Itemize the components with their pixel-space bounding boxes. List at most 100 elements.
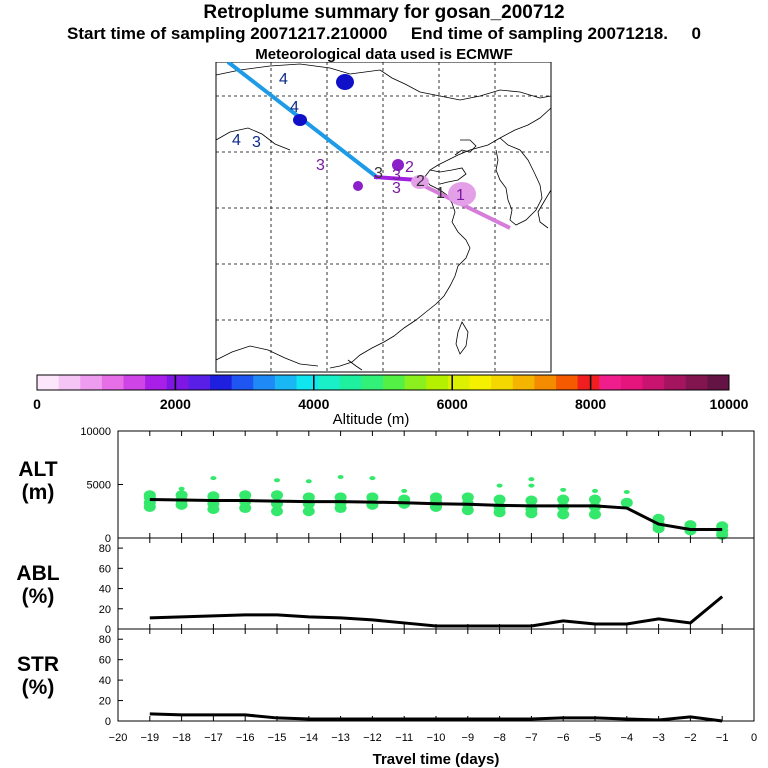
met-line-backing [180,46,588,62]
border-west [215,127,291,151]
altitude-dot [207,491,220,502]
altitude-dot [589,509,601,520]
altitude-dot [178,486,185,491]
y-tick-label: 0 [105,624,111,636]
y-tick-label: 40 [99,584,111,596]
x-tick-label: −9 [462,732,475,744]
altitude-dot [493,494,506,505]
series-line-abl [149,595,724,628]
x-tick-label: −5 [589,732,602,744]
colorbar-swatch [231,375,254,390]
x-tick-label: −1 [716,732,729,744]
colorbar-label: Altitude (m) [333,411,410,428]
y-tick-label: 80 [99,543,111,555]
x-tick-label: −3 [652,732,665,744]
altitude-dot [334,503,347,514]
colorbar-swatch [685,375,708,390]
altitude-dot [528,483,535,488]
plume-blob-blue-north [336,74,354,90]
y-tick-label: 80 [99,634,111,646]
x-tick-label: −20 [109,732,128,744]
altitude-dot [528,477,535,482]
coastline-hainan [347,359,363,371]
panel-ylabel: (%) [22,585,55,608]
altitude-dot [493,507,506,518]
altitude-dot [623,489,630,494]
colorbar-tick-label: 10000 [710,396,749,412]
altitude-dot [210,476,217,481]
panel-ylabel: ALT [18,458,57,481]
plume-blob-pink [448,182,476,206]
colorbar-swatch [188,375,211,390]
altitude-dot [560,487,567,492]
altitude-dot [175,499,188,510]
altitude-dot [557,494,570,505]
y-tick-label: 0 [105,533,111,545]
x-tick-label: −18 [172,732,191,744]
colorbar-swatch [166,375,189,390]
coastline-shandong [429,167,467,185]
altitude-dot [461,505,474,516]
map-day-label: 4 [279,71,288,88]
colorbar-swatch [101,375,124,390]
y-tick-label: 60 [99,563,111,575]
colorbar-swatch [534,375,557,390]
panel-ylabel: ABL [16,562,59,585]
altitude-dot [716,529,729,540]
coastline-japan [537,189,552,229]
x-tick-label: 0 [751,732,757,744]
colorbar-swatch [274,375,297,390]
time-series-panels: 0500010000ALT(m)020406080ABL(%)020406080… [16,426,757,768]
altitude-dot [496,483,503,488]
x-tick-label: −2 [684,732,697,744]
trajectory-mid [373,175,419,182]
altitude-dot [337,475,344,480]
colorbar-swatch [145,375,168,390]
y-tick-label: 20 [99,604,111,616]
colorbar-swatch [58,375,81,390]
plume-blob-purple-2 [353,181,363,191]
altitude-dot [239,503,252,514]
map-day-label: 3 [392,167,401,184]
colorbar-frame [36,374,730,391]
colorbar-swatch [253,375,276,390]
x-tick-label: −19 [140,732,159,744]
panel-ylabel: STR [17,653,59,676]
colorbar-swatch [318,375,341,390]
altitude-dot [525,508,538,519]
altitude-dot [401,488,408,493]
plume-blob-pink-2 [411,175,429,189]
colorbar-tick-label: 2000 [160,396,191,412]
map-day-label: 4 [232,132,241,149]
y-tick-label: 40 [99,675,111,687]
colorbar-swatch [123,375,146,390]
altitude-dot [143,501,156,512]
x-tick-label: −15 [268,732,287,744]
altitude-dot [207,504,220,515]
altitude-dot [592,488,598,493]
colorbar-tick-label: 6000 [437,396,468,412]
panel-frame [117,628,755,722]
y-tick-label: 20 [99,696,111,708]
altitude-dot [366,492,379,503]
colorbar-swatch [37,375,60,390]
x-tick-label: −11 [395,732,413,744]
coastline-korea [495,137,543,226]
altitude-dot [274,478,280,483]
colorbar-swatch [80,375,103,390]
x-tick-label: −4 [621,732,634,744]
map-day-label: 2 [416,173,425,190]
colorbar-swatch [620,375,643,390]
map-day-label: 1 [436,185,445,202]
chart-title: Retroplume summary for gosan_200712 [203,2,565,23]
map-day-label: 3 [252,134,261,151]
x-tick-label: −13 [331,732,350,744]
colorbar-swatch [577,375,600,390]
colorbar-swatch [642,375,665,390]
altitude-dot [305,479,312,484]
map-day-label: 3 [316,157,325,174]
x-tick-label: −6 [557,732,570,744]
altitude-dot [302,506,315,517]
